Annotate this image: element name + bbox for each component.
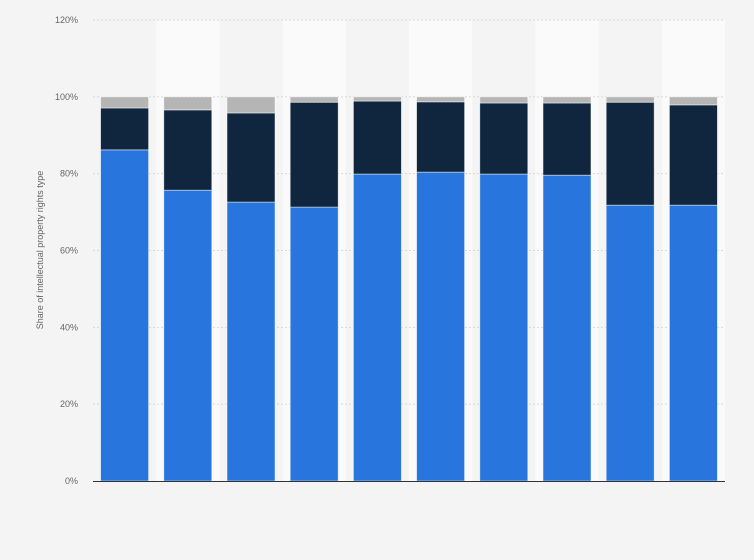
bar-segment-series-1 [163, 189, 213, 482]
y-axis-label: Share of intellectual property rights ty… [35, 171, 45, 330]
bar-segment-series-2 [605, 101, 655, 206]
bars [100, 96, 718, 482]
bar-segment-series-3 [226, 96, 276, 114]
y-tick-label: 80% [60, 169, 78, 179]
bar-segment-series-1 [352, 173, 402, 482]
bar-segment-series-3 [416, 96, 466, 103]
bar-segment-series-1 [479, 173, 529, 482]
bar-segment-series-3 [163, 96, 213, 111]
y-tick-label: 100% [55, 92, 78, 102]
bar-segment-series-2 [352, 100, 402, 175]
y-tick-label: 20% [60, 399, 78, 409]
bar-segment-series-2 [289, 101, 339, 208]
bar-segment-series-3 [352, 96, 402, 102]
bar-segment-series-2 [416, 101, 466, 173]
bar-segment-series-1 [289, 206, 339, 482]
bar-segment-series-2 [226, 112, 276, 203]
bar-segment-series-1 [226, 201, 276, 482]
bar-segment-series-3 [479, 96, 529, 104]
y-tick-label: 40% [60, 322, 78, 332]
bar-segment-series-1 [542, 174, 592, 482]
bar-segment-series-2 [479, 102, 529, 175]
bar-segment-series-1 [669, 204, 718, 482]
y-tick-label: 120% [55, 15, 78, 25]
y-tick-label: 60% [60, 246, 78, 256]
bar-segment-series-3 [605, 96, 655, 103]
bar-segment-series-1 [100, 149, 149, 482]
bar-segment-series-2 [163, 109, 213, 191]
y-tick-label: 0% [65, 476, 78, 486]
bar-segment-series-2 [669, 104, 718, 206]
bar-segment-series-3 [542, 96, 592, 104]
bar-segment-series-3 [100, 96, 149, 109]
bar-segment-series-1 [416, 171, 466, 482]
bar-segment-series-3 [289, 96, 339, 103]
bar-segment-series-3 [669, 96, 718, 106]
bar-segment-series-2 [100, 107, 149, 151]
bar-segment-series-1 [605, 204, 655, 482]
bar-segment-series-2 [542, 102, 592, 176]
